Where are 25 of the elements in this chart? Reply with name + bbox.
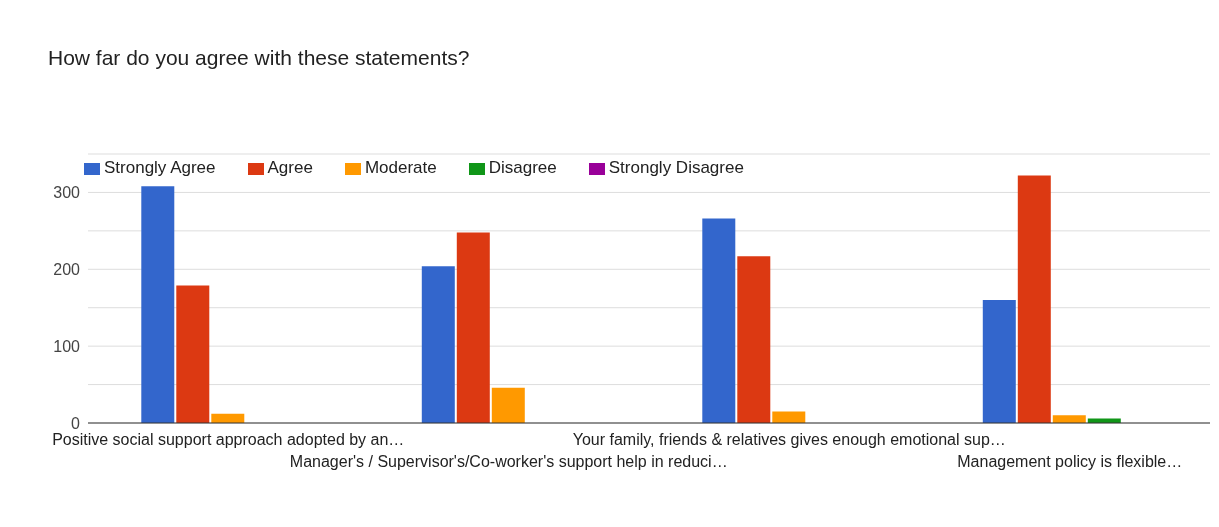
- y-tick-label: 200: [53, 260, 81, 278]
- y-tick-label: 0: [71, 414, 81, 432]
- bar: [141, 186, 175, 423]
- bar: [702, 218, 736, 423]
- x-tick-label: Your family, friends & relatives gives enough emotional sup…: [572, 431, 1006, 448]
- x-tick-label: Positive social support approach adopted by an…: [52, 431, 405, 448]
- legend-label: Strongly Agree: [104, 158, 216, 177]
- bar: [456, 232, 490, 423]
- legend-label: Agree: [267, 158, 313, 177]
- bar: [491, 387, 525, 423]
- legend-label: Moderate: [364, 158, 437, 177]
- bar: [176, 285, 210, 423]
- y-tick-label: 300: [53, 184, 81, 202]
- legend-label: Disagree: [488, 158, 557, 177]
- bar: [772, 411, 806, 423]
- y-tick-label: 100: [53, 337, 81, 355]
- bar: [1017, 175, 1051, 423]
- bar: [982, 300, 1016, 423]
- bar: [421, 266, 455, 423]
- bar: [1052, 415, 1086, 423]
- bar: [737, 256, 771, 423]
- x-tick-label: Manager's / Supervisor's/Co-worker's support help in reduci…: [289, 453, 728, 470]
- chart-title: How far do you agree with these statements?: [48, 46, 470, 70]
- x-tick-label: Management policy is flexible…: [957, 453, 1183, 470]
- legend-label: Strongly Disagree: [608, 158, 744, 177]
